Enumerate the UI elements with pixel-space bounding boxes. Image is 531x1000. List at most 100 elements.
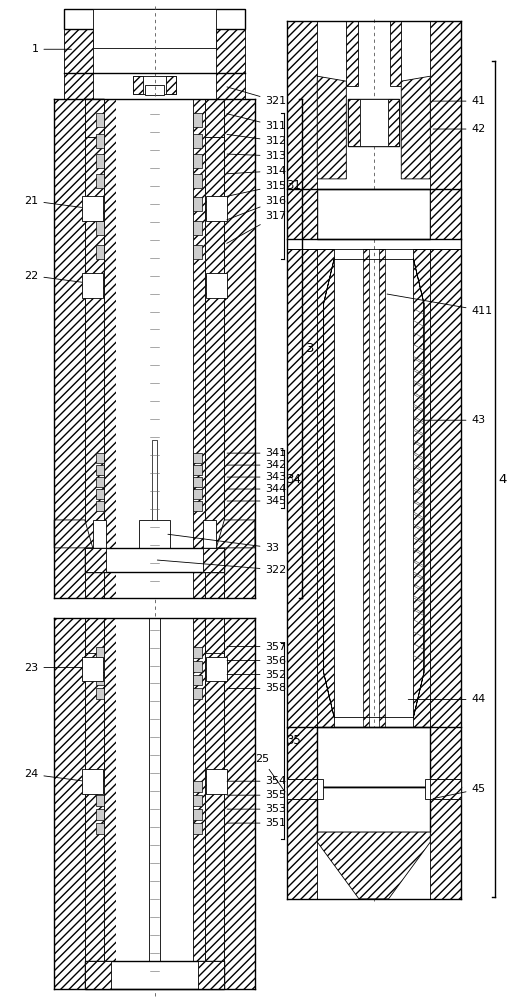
Bar [193, 221, 202, 235]
Bar [96, 489, 105, 499]
Bar [206, 273, 227, 298]
Bar [82, 273, 104, 298]
Bar [430, 189, 461, 239]
Text: 355: 355 [227, 790, 287, 800]
Bar [193, 661, 202, 672]
Bar [193, 245, 202, 259]
Bar [85, 548, 106, 572]
Bar [224, 618, 255, 989]
Text: 22: 22 [24, 271, 82, 282]
Text: 45: 45 [433, 784, 486, 799]
Bar [54, 99, 85, 598]
Polygon shape [216, 520, 255, 548]
Bar [96, 809, 105, 820]
Text: 352: 352 [227, 670, 287, 680]
Bar [425, 779, 461, 799]
Bar [93, 9, 216, 48]
Bar [203, 520, 216, 548]
Bar [211, 200, 221, 218]
Bar [105, 618, 116, 989]
Bar [85, 618, 105, 653]
Bar [149, 618, 160, 989]
Bar [82, 769, 104, 794]
Bar [93, 520, 106, 548]
Bar [149, 99, 160, 598]
Bar [193, 809, 202, 820]
Text: 357: 357 [227, 642, 287, 652]
Bar [193, 99, 205, 598]
Bar [85, 99, 105, 137]
Bar [363, 249, 369, 727]
Bar [205, 618, 224, 653]
Text: 358: 358 [227, 683, 287, 693]
Bar [193, 465, 202, 475]
Bar [85, 618, 105, 989]
Bar [430, 249, 461, 727]
Text: 44: 44 [408, 694, 486, 704]
Text: 342: 342 [227, 460, 287, 470]
Text: 311: 311 [227, 114, 287, 131]
Bar [193, 618, 205, 989]
Bar [96, 197, 105, 211]
Bar [287, 779, 322, 799]
Bar [166, 76, 176, 94]
Bar [85, 548, 224, 572]
Text: 411: 411 [387, 294, 493, 316]
Bar [193, 688, 202, 699]
Bar [96, 781, 105, 792]
Bar [348, 99, 399, 146]
Text: 345: 345 [227, 496, 287, 506]
Text: 3: 3 [306, 342, 314, 355]
Bar [317, 787, 430, 832]
Polygon shape [317, 76, 346, 179]
Bar [287, 21, 317, 189]
Bar [430, 21, 461, 189]
Bar [379, 249, 385, 727]
Text: 43: 43 [424, 415, 486, 425]
Bar [85, 961, 112, 989]
Bar [388, 99, 399, 146]
Bar [193, 477, 202, 487]
Bar [430, 727, 461, 787]
Bar [287, 249, 317, 727]
Bar [211, 277, 221, 295]
Text: 33: 33 [168, 534, 279, 553]
Bar [96, 477, 105, 487]
Bar [317, 249, 334, 727]
Bar [96, 113, 105, 127]
Bar [116, 618, 193, 989]
Bar [287, 189, 317, 239]
Bar [96, 174, 105, 188]
Bar [193, 675, 202, 685]
Text: 31: 31 [287, 179, 302, 192]
Bar [96, 465, 105, 475]
Bar [193, 501, 202, 511]
Bar [348, 99, 360, 146]
Bar [88, 277, 98, 295]
Bar [54, 618, 85, 989]
Bar [205, 99, 224, 137]
Bar [430, 779, 461, 799]
Bar [206, 196, 227, 221]
Bar [198, 961, 224, 989]
Text: 353: 353 [227, 804, 287, 814]
Bar [193, 174, 202, 188]
Polygon shape [317, 832, 430, 899]
Text: 24: 24 [24, 769, 82, 781]
Text: 25: 25 [255, 754, 285, 792]
Text: 321: 321 [227, 87, 287, 106]
Bar [96, 795, 105, 806]
Bar [193, 134, 202, 148]
Bar [85, 137, 105, 598]
Bar [205, 618, 224, 989]
Bar [96, 675, 105, 685]
Polygon shape [54, 520, 93, 548]
Bar [88, 200, 98, 218]
Text: 354: 354 [227, 776, 287, 786]
Bar [96, 221, 105, 235]
Text: 1: 1 [31, 44, 72, 54]
Text: 314: 314 [227, 166, 287, 176]
Bar [216, 73, 245, 99]
Polygon shape [85, 99, 105, 137]
Bar [96, 501, 105, 511]
